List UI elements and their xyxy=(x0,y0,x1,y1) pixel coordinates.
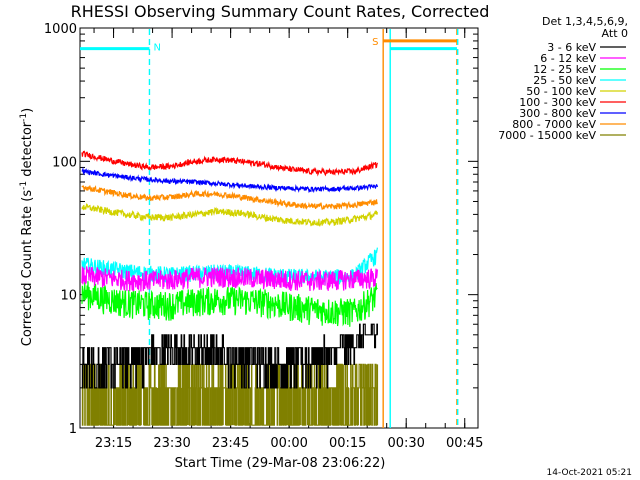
legend-label-25-50-kev: 25 - 50 keV xyxy=(533,74,596,87)
series-line-800-7000-kev xyxy=(81,185,378,211)
legend-label-7000-15000-kev: 7000 - 15000 keV xyxy=(498,129,596,142)
x-tick-label: 23:30 xyxy=(153,436,190,451)
series-line-3-6-kev xyxy=(81,323,378,389)
x-tick-label: 23:15 xyxy=(95,436,132,451)
y-tick-label: 100 xyxy=(52,155,77,170)
series-line-7000-15000-kev xyxy=(81,363,378,426)
x-tick-label: 00:45 xyxy=(446,436,483,451)
x-tick-label: 23:45 xyxy=(212,436,249,451)
y-tick-label: 1000 xyxy=(44,22,77,37)
legend-label-50-100-kev: 50 - 100 keV xyxy=(526,85,596,98)
chart-title: RHESSI Observing Summary Count Rates, Co… xyxy=(71,2,490,21)
legend-label-3-6-kev: 3 - 6 keV xyxy=(547,41,596,54)
plot-area: 1 10 100 1000 23:15 23:30 23:45 00:00 00:15 00:30… xyxy=(44,22,484,451)
legend-label-100-300-kev: 100 - 300 keV xyxy=(519,96,596,109)
x-tick-label: 00:30 xyxy=(387,436,424,451)
legend-label-6-12-kev: 6 - 12 keV xyxy=(540,52,596,65)
legend-label-12-25-kev: 12 - 25 keV xyxy=(533,63,596,76)
x-tick-label: 00:15 xyxy=(329,436,366,451)
legend-header: Det 1,3,4,5,6,9, xyxy=(542,15,628,28)
footer-timestamp: 14-Oct-2021 05:21 xyxy=(547,468,632,478)
series-line-6-12-kev xyxy=(81,266,378,292)
plot-frame xyxy=(79,27,479,429)
legend-label-300-800-kev: 300 - 800 keV xyxy=(519,107,596,120)
y-tick-label: 10 xyxy=(60,289,77,304)
legend-label-800-7000-kev: 800 - 7000 keV xyxy=(512,118,596,131)
series-line-100-300-kev xyxy=(81,150,378,177)
y-tick-label: 1 xyxy=(69,422,77,437)
series-line-12-25-kev xyxy=(81,281,378,327)
flag-label-s: S xyxy=(372,37,378,48)
flag-label-n: N xyxy=(153,43,160,54)
x-tick-label: 00:00 xyxy=(270,436,307,451)
legend-header: Att 0 xyxy=(602,27,628,40)
series-line-300-800-kev xyxy=(81,166,378,194)
y-axis-label: Corrected Count Rate (s-1 detector-1) xyxy=(19,108,35,346)
x-axis-label: Start Time (29-Mar-08 23:06:22) xyxy=(175,456,386,471)
series-line-50-100-kev xyxy=(81,203,378,227)
